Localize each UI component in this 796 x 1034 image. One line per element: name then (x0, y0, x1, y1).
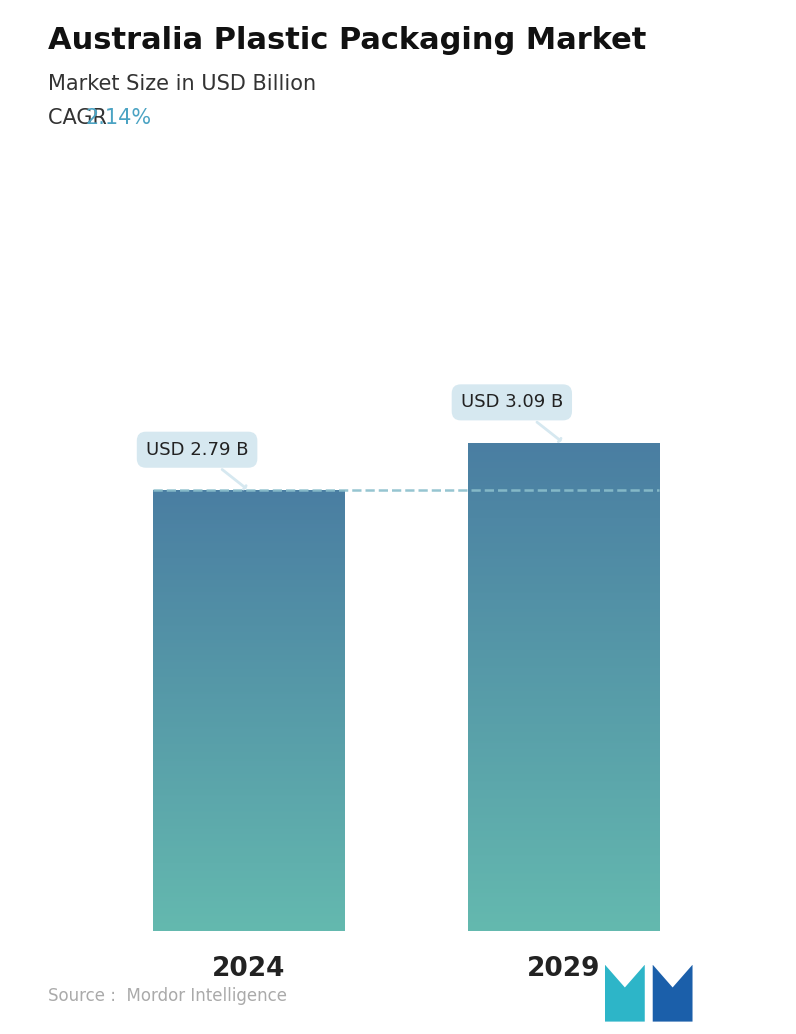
Text: CAGR: CAGR (48, 108, 113, 127)
Polygon shape (653, 965, 693, 1022)
Text: 2.14%: 2.14% (85, 108, 151, 127)
Text: Source :  Mordor Intelligence: Source : Mordor Intelligence (48, 987, 287, 1005)
Text: Australia Plastic Packaging Market: Australia Plastic Packaging Market (48, 26, 646, 55)
Text: USD 2.79 B: USD 2.79 B (146, 440, 248, 489)
Polygon shape (605, 965, 645, 1022)
Text: Market Size in USD Billion: Market Size in USD Billion (48, 74, 316, 94)
Text: USD 3.09 B: USD 3.09 B (461, 393, 563, 442)
